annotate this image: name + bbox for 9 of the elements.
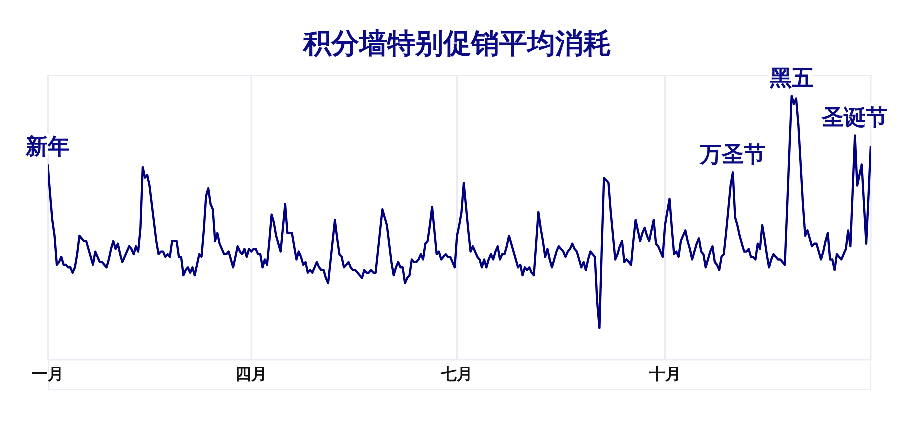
x-tick-label: 四月	[235, 364, 268, 384]
x-tick-label: 一月	[32, 364, 64, 384]
annotation: 万圣节	[699, 143, 766, 168]
annotation: 圣诞节	[821, 106, 888, 132]
chart-title: 积分墙特别促销平均消耗	[302, 26, 612, 62]
annotation: 新年	[25, 134, 70, 160]
annotation: 黑五	[768, 66, 814, 92]
x-tick-label: 七月	[440, 364, 474, 384]
x-tick-label: 十月	[648, 364, 682, 384]
